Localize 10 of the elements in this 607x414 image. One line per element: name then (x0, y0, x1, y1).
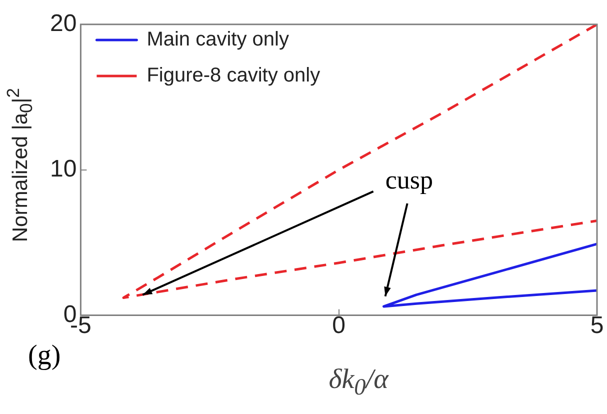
legend-label: Figure-8 cavity only (146, 64, 320, 87)
text: (g) (28, 340, 61, 371)
y-tick-label: 10 (50, 155, 77, 182)
annotation: cusp (385, 165, 433, 194)
x-tick-label: 5 (590, 312, 604, 340)
legend-label: Main cavity only (146, 28, 289, 51)
x-tick-label: 0 (332, 312, 346, 340)
line-series (122, 24, 597, 299)
y-tick-label: 20 (50, 10, 77, 38)
x-axis-title: δk$_{0}$/α (328, 364, 390, 402)
